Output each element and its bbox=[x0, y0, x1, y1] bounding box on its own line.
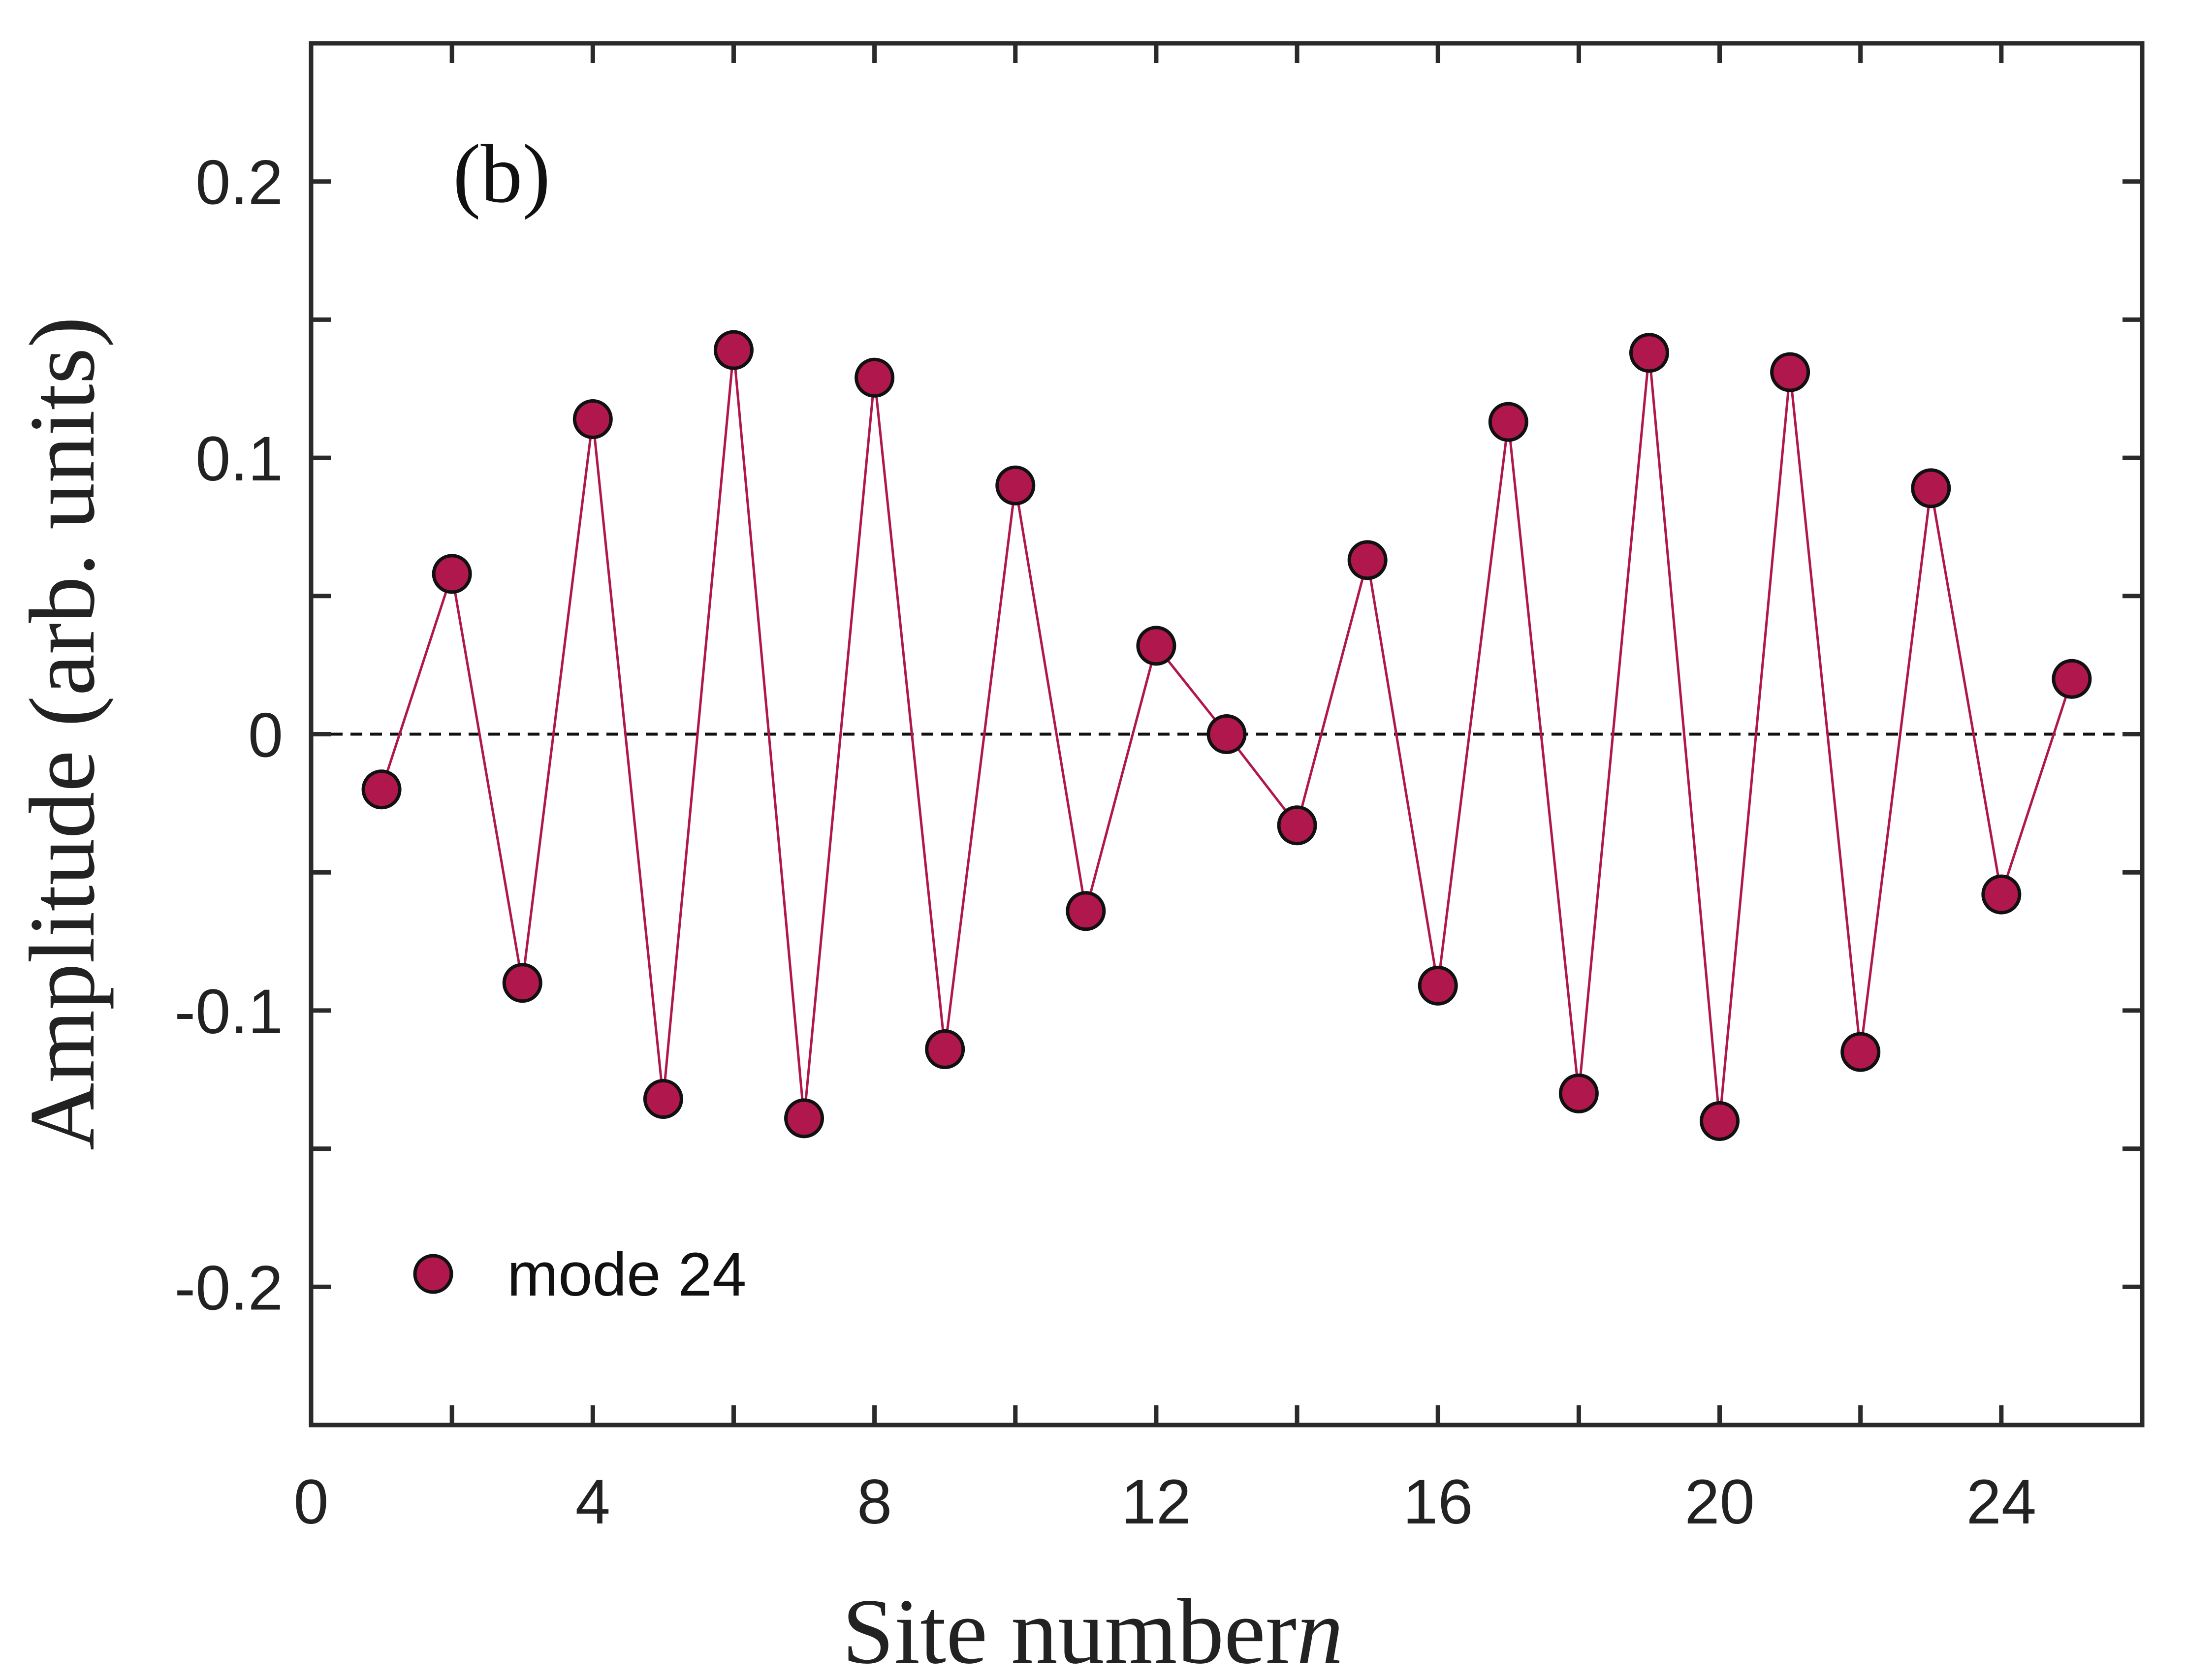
y-tick-label: -0.1 bbox=[174, 977, 283, 1047]
x-axis-title-text: Site number bbox=[842, 1580, 1297, 1680]
data-points bbox=[361, 330, 2092, 1141]
legend: mode 24 bbox=[413, 1240, 746, 1309]
data-point bbox=[502, 963, 542, 1003]
data-point bbox=[361, 769, 402, 810]
data-point bbox=[1206, 714, 1247, 754]
y-tick-label: -0.2 bbox=[174, 1253, 283, 1323]
data-point bbox=[855, 357, 895, 398]
x-tick-label: 24 bbox=[1966, 1467, 2036, 1537]
y-tick-label: 0.2 bbox=[195, 148, 283, 218]
data-point bbox=[572, 399, 613, 440]
x-tick-labels: 0 4 8 12 16 20 24 bbox=[293, 1467, 2036, 1537]
data-point bbox=[1488, 402, 1528, 442]
data-point bbox=[713, 330, 754, 370]
x-tick-label: 8 bbox=[857, 1467, 892, 1537]
panel-label: (b) bbox=[453, 127, 550, 220]
data-point bbox=[432, 554, 472, 594]
data-point bbox=[1700, 1101, 1740, 1141]
legend-marker bbox=[413, 1254, 453, 1294]
x-tick-label: 12 bbox=[1121, 1467, 1191, 1537]
y-tick-label: 0.1 bbox=[195, 424, 283, 494]
data-point bbox=[1770, 352, 1810, 392]
data-point bbox=[1840, 1032, 1881, 1072]
x-tick-label: 0 bbox=[293, 1467, 328, 1537]
data-point bbox=[1136, 626, 1176, 666]
x-tick-label: 16 bbox=[1403, 1467, 1473, 1537]
x-axis-title: Site numbern bbox=[842, 1580, 1343, 1680]
x-tick-label: 4 bbox=[575, 1467, 610, 1537]
data-point bbox=[1558, 1073, 1599, 1113]
data-point bbox=[925, 1029, 965, 1069]
data-point bbox=[1066, 891, 1106, 931]
y-tick-labels: -0.2 -0.1 0 0.1 0.2 bbox=[174, 148, 283, 1324]
data-point bbox=[1418, 965, 1458, 1006]
plot-frame bbox=[309, 41, 2145, 1427]
legend-label: mode 24 bbox=[507, 1240, 746, 1309]
data-point bbox=[1981, 874, 2022, 915]
axis-ticks bbox=[311, 43, 2142, 1425]
data-point bbox=[1347, 540, 1388, 580]
data-point bbox=[1911, 468, 1951, 508]
y-axis-title: Amplitude (arb. units) bbox=[11, 317, 114, 1150]
data-point bbox=[1629, 333, 1669, 373]
data-point bbox=[784, 1098, 824, 1139]
data-point bbox=[995, 465, 1036, 506]
x-tick-label: 20 bbox=[1684, 1467, 1754, 1537]
data-point bbox=[643, 1079, 683, 1119]
y-tick-label: 0 bbox=[248, 700, 283, 771]
data-point bbox=[2052, 659, 2092, 699]
data-point bbox=[1277, 805, 1317, 846]
x-axis-title-variable: n bbox=[1297, 1580, 1343, 1680]
